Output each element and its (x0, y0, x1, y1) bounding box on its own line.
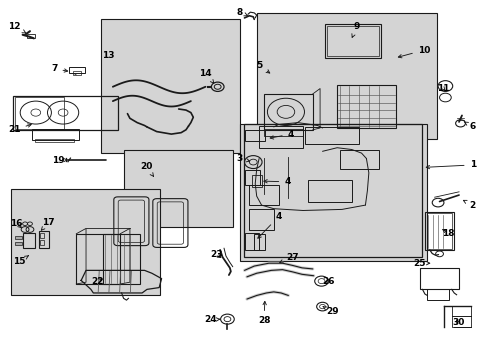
Bar (245, 170, 260, 185)
Bar (327, 26, 378, 56)
Text: 11: 11 (436, 84, 449, 93)
Text: 2: 2 (463, 201, 475, 210)
Text: 23: 23 (209, 250, 222, 259)
Bar (40, 233, 43, 238)
Bar (451, 306, 470, 327)
Bar (251, 175, 261, 187)
Text: 25: 25 (412, 259, 429, 268)
Text: 21: 21 (8, 124, 31, 134)
Bar (15, 242, 22, 244)
Text: 18: 18 (441, 229, 454, 238)
Bar (325, 24, 380, 58)
Text: 14: 14 (199, 69, 213, 83)
Bar (123, 149, 233, 226)
Text: 3: 3 (236, 154, 249, 163)
Bar (15, 236, 22, 239)
Bar (69, 67, 84, 73)
Bar (39, 231, 49, 248)
Bar (15, 97, 64, 129)
Text: 10: 10 (398, 46, 429, 58)
Bar (22, 233, 35, 248)
Bar (427, 213, 451, 249)
Bar (424, 212, 453, 250)
Text: 17: 17 (41, 218, 55, 230)
Bar (245, 130, 264, 140)
Bar (427, 289, 448, 300)
Text: 7: 7 (51, 64, 67, 73)
Bar (264, 129, 303, 136)
Bar (35, 139, 74, 142)
Bar (73, 71, 81, 75)
Bar (307, 180, 351, 202)
Text: 30: 30 (451, 318, 463, 327)
Bar (249, 209, 273, 230)
Text: 4: 4 (257, 212, 281, 238)
Text: 20: 20 (140, 162, 153, 176)
Text: 4: 4 (264, 177, 290, 186)
Text: 26: 26 (322, 276, 334, 285)
Bar (243, 125, 421, 257)
Bar (254, 234, 264, 250)
Text: 24: 24 (203, 315, 219, 324)
Bar (305, 127, 358, 144)
Text: 12: 12 (8, 22, 26, 33)
Bar (249, 185, 278, 205)
Bar (336, 85, 395, 128)
Text: 28: 28 (257, 301, 270, 325)
Bar (13, 96, 118, 130)
Bar (103, 234, 140, 284)
Text: 19: 19 (52, 156, 67, 165)
Text: 5: 5 (256, 61, 269, 73)
Text: 6: 6 (464, 122, 475, 131)
Bar (101, 19, 239, 153)
Text: 15: 15 (13, 256, 28, 266)
Bar (32, 129, 79, 140)
Bar (239, 125, 427, 261)
Text: 4: 4 (269, 130, 293, 139)
Bar (26, 34, 35, 38)
Bar (419, 268, 458, 289)
Text: 16: 16 (10, 219, 22, 228)
Text: 1: 1 (426, 161, 475, 170)
Bar (256, 13, 436, 139)
Text: 29: 29 (323, 307, 338, 316)
Text: 22: 22 (91, 276, 103, 285)
Bar (11, 189, 160, 295)
Bar (245, 233, 259, 250)
Text: 27: 27 (279, 253, 298, 263)
Text: 13: 13 (102, 51, 114, 60)
Text: 9: 9 (351, 22, 359, 37)
Bar (76, 234, 120, 284)
Bar (259, 126, 303, 148)
Bar (339, 149, 378, 169)
Bar (76, 234, 120, 284)
Text: 8: 8 (236, 8, 247, 17)
Bar (264, 94, 312, 130)
Bar (40, 240, 43, 245)
